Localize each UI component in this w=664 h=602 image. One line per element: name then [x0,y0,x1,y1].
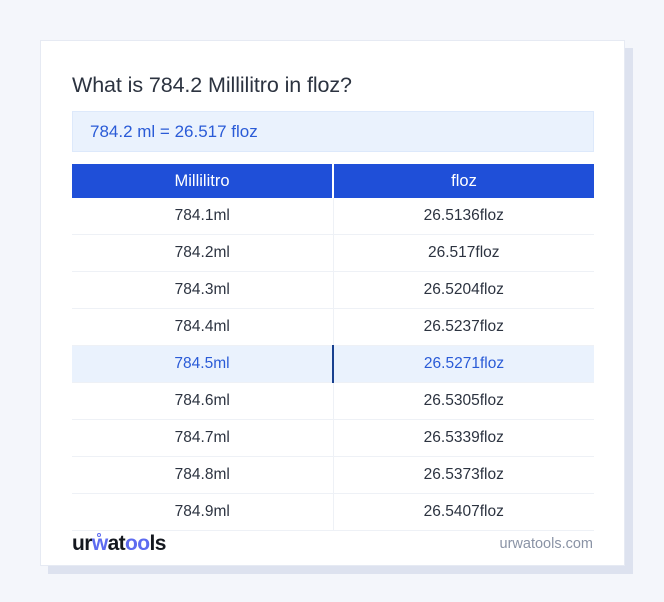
table-header: Millilitro floz [72,164,594,198]
cell-millilitro: 784.7ml [72,419,334,457]
cell-floz: 26.5339floz [333,419,594,457]
result-banner: 784.2 ml = 26.517 floz [72,111,594,152]
logo-part-w: w [91,532,108,555]
cell-floz: 26.517floz [333,234,594,272]
cell-millilitro: 784.2ml [72,234,334,272]
site-url-label: urwatools.com [499,536,593,552]
table-header-millilitro: Millilitro [72,164,334,198]
logo-part-at: at [107,532,126,555]
table-row[interactable]: 784.4ml 26.5237floz [72,308,594,346]
cell-floz: 26.5407floz [333,493,594,531]
table-row[interactable]: 784.9ml 26.5407floz [72,493,594,531]
conversion-table: Millilitro floz 784.1ml 26.5136floz 784.… [72,164,594,531]
cell-millilitro: 784.9ml [72,493,334,531]
cell-floz: 26.5305floz [333,382,594,420]
cell-floz: 26.5204floz [333,271,594,309]
result-banner-text: 784.2 ml = 26.517 floz [90,121,258,141]
logo-part-ur: ur [72,532,92,555]
cell-floz: 26.5271floz [333,345,594,383]
cell-millilitro: 784.1ml [72,198,334,235]
card-footer: urwatools urwatools.com [72,524,593,564]
table-body: 784.1ml 26.5136floz 784.2ml 26.517floz 7… [72,198,594,531]
cell-millilitro: 784.8ml [72,456,334,494]
table-header-floz: floz [333,164,594,198]
cell-millilitro: 784.6ml [72,382,334,420]
page-title: What is 784.2 Millilitro in floz? [72,73,352,97]
table-row[interactable]: 784.2ml 26.517floz [72,234,594,272]
cell-floz: 26.5373floz [333,456,594,494]
table-row[interactable]: 784.3ml 26.5204floz [72,271,594,309]
conversion-card: What is 784.2 Millilitro in floz? 784.2 … [40,40,625,566]
table-row[interactable]: 784.6ml 26.5305floz [72,382,594,420]
cell-millilitro: 784.4ml [72,308,334,346]
logo-dot-icon [97,533,101,537]
table-row[interactable]: 784.1ml 26.5136floz [72,198,594,235]
cell-floz: 26.5237floz [333,308,594,346]
table-row-highlighted[interactable]: 784.5ml 26.5271floz [72,345,594,383]
brand-logo[interactable]: urwatools [72,532,166,556]
cell-millilitro: 784.5ml [72,345,334,383]
cell-millilitro: 784.3ml [72,271,334,309]
table-row[interactable]: 784.7ml 26.5339floz [72,419,594,457]
logo-part-oo: oo [125,532,150,555]
cell-floz: 26.5136floz [333,198,594,235]
table-header-row: Millilitro floz [72,164,594,198]
table-row[interactable]: 784.8ml 26.5373floz [72,456,594,494]
logo-part-ls: ls [149,532,167,555]
